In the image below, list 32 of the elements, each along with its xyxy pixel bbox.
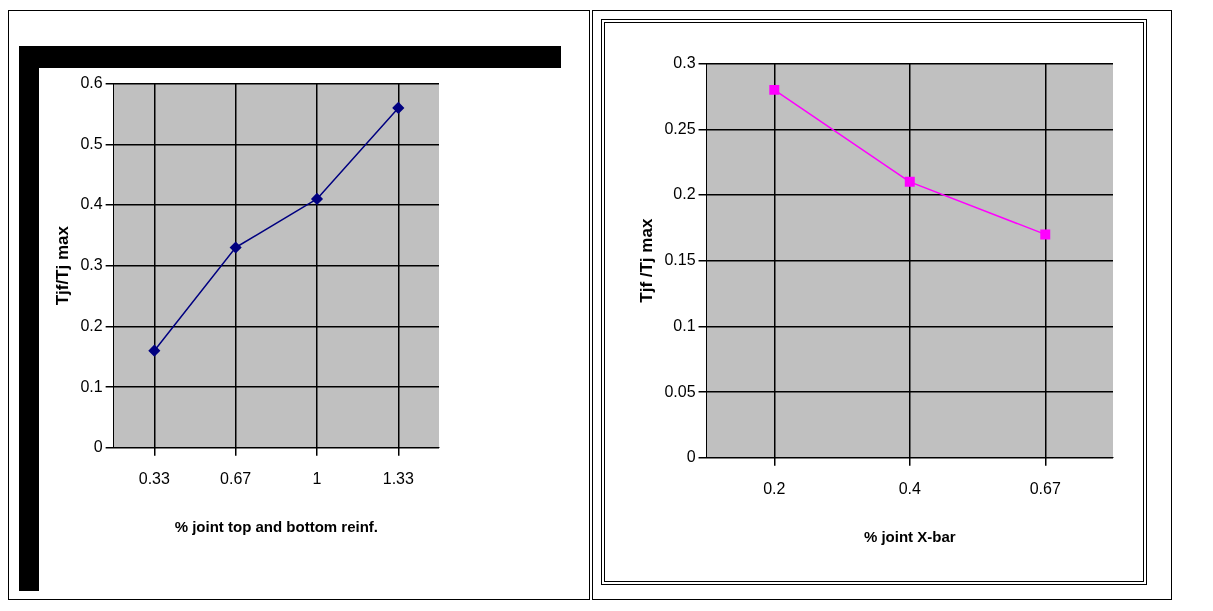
y-axis-title: Tjf /Tj max — [636, 218, 656, 303]
x-tick-label: 0.2 — [763, 479, 786, 497]
point — [148, 344, 161, 357]
y-tick-label: 0.4 — [80, 195, 103, 213]
y-tick-label: 0.5 — [80, 134, 103, 152]
x-axis-title: % joint top and bottom reinf. — [174, 518, 378, 536]
x-tick-label: 1.33 — [382, 469, 414, 487]
y-tick-label: 0.1 — [80, 377, 103, 395]
point — [392, 102, 405, 114]
x-tick-label: 0.4 — [898, 479, 921, 497]
point — [769, 84, 780, 95]
y-tick-label: 0.05 — [664, 382, 696, 400]
x-tick-label: 0.67 — [1029, 479, 1061, 497]
x-tick-label: 1 — [312, 469, 322, 487]
y-tick-label: 0.3 — [80, 256, 103, 274]
point — [904, 176, 915, 187]
y-tick-label: 0.2 — [80, 316, 103, 334]
y-tick-label: 0.15 — [664, 251, 696, 269]
point — [311, 193, 323, 205]
y-tick-label: 0.1 — [673, 316, 696, 334]
x-tick-label: 0.67 — [220, 469, 252, 487]
point — [1040, 229, 1051, 240]
x-axis-title: % joint X-bar — [863, 528, 956, 546]
y-tick-label: 0.2 — [673, 185, 696, 203]
y-tick-label: 0.3 — [673, 54, 696, 72]
y-tick-label: 0.6 — [80, 74, 103, 92]
y-axis-title: Tjf/Tj max — [52, 225, 72, 306]
point — [229, 241, 242, 254]
y-tick-label: 0 — [93, 438, 103, 456]
y-tick-label: 0.25 — [664, 119, 696, 137]
y-tick-label: 0 — [686, 448, 696, 466]
x-tick-label: 0.33 — [138, 469, 170, 487]
